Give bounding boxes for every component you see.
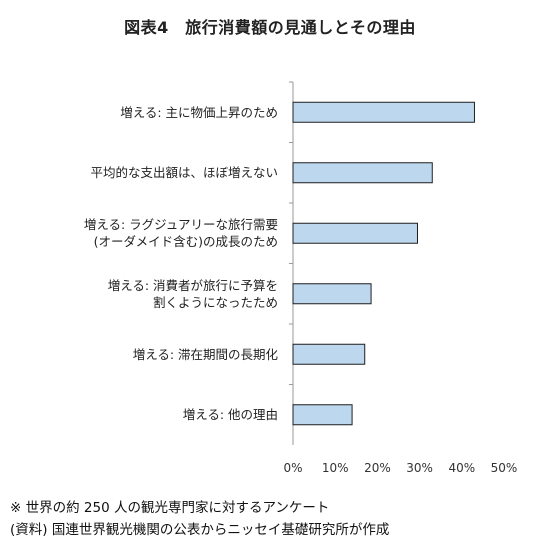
bar-4 bbox=[292, 283, 372, 305]
x-tick-label: 30% bbox=[406, 461, 433, 475]
category-label-5: 増える: 滞在期間の長期化 bbox=[133, 346, 278, 363]
x-tick-label: 0% bbox=[283, 461, 302, 475]
category-label-line: 平均的な支出額は、ほぼ増えない bbox=[90, 165, 278, 181]
bar-3 bbox=[292, 222, 418, 244]
category-label-4: 増える: 消費者が旅行に予算を 割くようになったため bbox=[108, 277, 278, 311]
bar-1 bbox=[292, 101, 475, 123]
category-label-6: 増える: 他の理由 bbox=[183, 406, 278, 423]
x-tick-label: 20% bbox=[364, 461, 391, 475]
x-tick-label: 40% bbox=[448, 461, 475, 475]
category-label-line: 割くようになったため bbox=[152, 294, 278, 310]
category-label-line: 増える: 滞在期間の長期化 bbox=[132, 346, 278, 362]
x-tick-label: 50% bbox=[491, 461, 518, 475]
category-label-line: 増える: ラグジュアリーな旅行需要 bbox=[83, 217, 278, 233]
footnote-survey: ※ 世界の約 250 人の観光専門家に対するアンケート bbox=[10, 500, 330, 516]
bar-5 bbox=[292, 343, 366, 365]
x-tick-label: 10% bbox=[322, 461, 349, 475]
category-label-3: 増える: ラグジュアリーな旅行需要 (オーダメイド含む)の成長のため bbox=[84, 216, 278, 250]
category-label-line: (オーダメイド含む)の成長のため bbox=[93, 234, 278, 250]
category-label-line: 増える: 消費者が旅行に予算を bbox=[107, 277, 278, 293]
category-label-1: 増える: 主に物価上昇のため bbox=[120, 104, 278, 121]
category-label-2: 平均的な支出額は、ほぼ増えない bbox=[90, 164, 278, 181]
chart-title: 図表4 旅行消費額の見通しとその理由 bbox=[124, 18, 416, 37]
category-label-line: 増える: 主に物価上昇のため bbox=[120, 104, 278, 120]
footnote-source: (資料) 国連世界観光機関の公表からニッセイ基礎研究所が作成 bbox=[10, 522, 390, 538]
category-label-line: 増える: 他の理由 bbox=[182, 407, 278, 423]
bar-6 bbox=[292, 404, 353, 426]
bar-2 bbox=[292, 162, 433, 184]
